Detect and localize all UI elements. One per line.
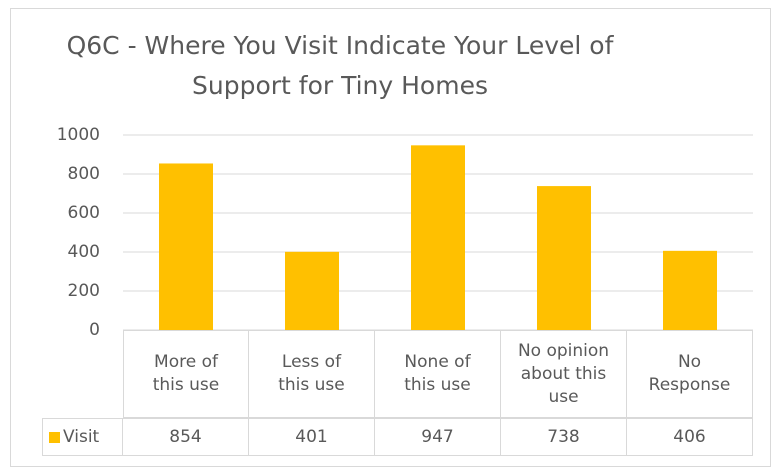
- table-corner: Visit: [42, 418, 123, 456]
- category-cell: No Response: [627, 330, 753, 418]
- value-cell: 854: [123, 418, 249, 456]
- value-cell: 738: [501, 418, 627, 456]
- y-tick-label: 200: [68, 281, 100, 301]
- value-cell: 947: [375, 418, 501, 456]
- bar: [537, 186, 591, 330]
- bar: [159, 163, 213, 330]
- category-cell: Less of this use: [249, 330, 375, 418]
- chart-title: Q6C - Where You Visit Indicate Your Leve…: [66, 31, 614, 100]
- legend-swatch: [49, 431, 60, 443]
- category-cell: None of this use: [375, 330, 501, 418]
- category-cell: More of this use: [123, 330, 249, 418]
- bar: [411, 145, 465, 330]
- legend-label: Visit: [63, 426, 100, 447]
- y-tick-label: 400: [68, 242, 100, 262]
- y-tick-label: 0: [89, 320, 100, 340]
- value-cell: 406: [627, 418, 753, 456]
- bar: [663, 250, 717, 330]
- chart-border: [10, 8, 771, 467]
- value-cell: 401: [249, 418, 375, 456]
- y-tick-label: 1000: [57, 125, 100, 145]
- y-tick-label: 600: [68, 203, 100, 223]
- y-tick-label: 800: [68, 164, 100, 184]
- bar: [285, 251, 339, 330]
- category-cell: No opinion about this use: [501, 330, 627, 418]
